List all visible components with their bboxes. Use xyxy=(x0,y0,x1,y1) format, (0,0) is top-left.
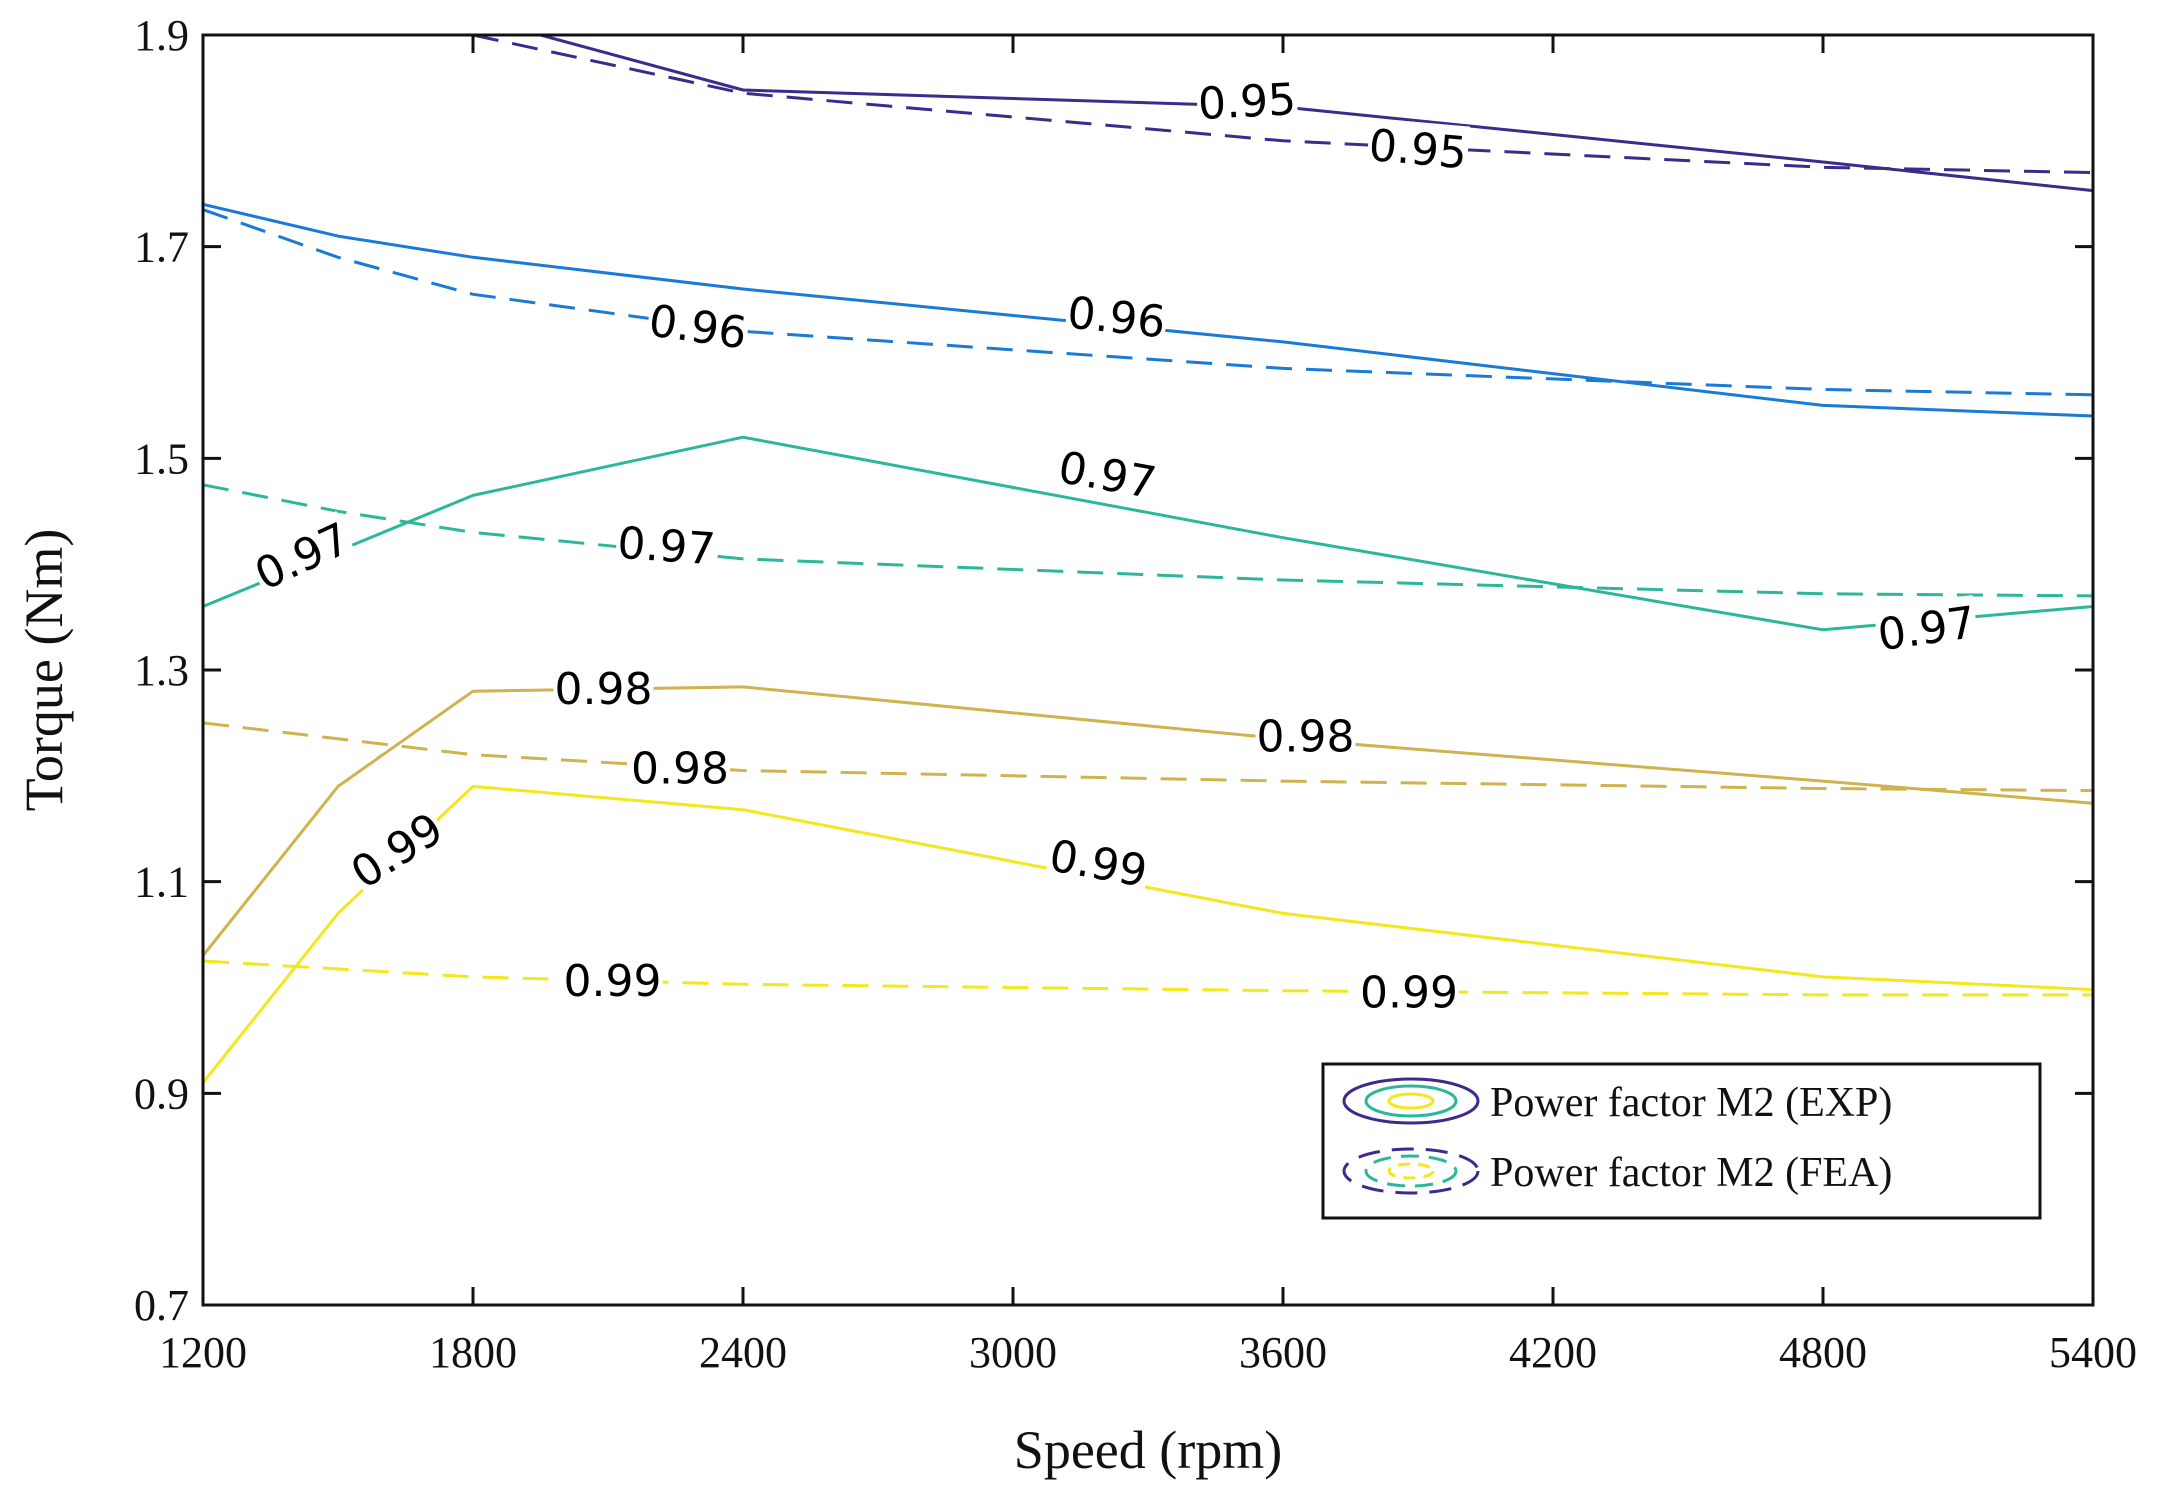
x-tick-label: 1200 xyxy=(159,1328,247,1377)
contour-label: 0.95 xyxy=(1197,74,1298,130)
contour-exp-098-line xyxy=(203,685,2093,957)
contour-label-group: 0.96 xyxy=(1064,285,1169,348)
contour-label-group: 0.95 xyxy=(1365,117,1471,179)
y-axis-label: Torque (Nm) xyxy=(14,529,74,812)
contour-label-group: 0.95 xyxy=(1195,72,1299,130)
contour-label-background xyxy=(1195,72,1299,130)
y-tick-label: 1.5 xyxy=(134,434,189,483)
contour-label-background xyxy=(1365,117,1471,179)
series-layer xyxy=(203,35,2093,1084)
contour-label: 0.95 xyxy=(1367,120,1469,179)
contour-label-group: 0.99 xyxy=(1359,965,1459,1019)
legend-fea-symbol xyxy=(1342,1147,1480,1195)
x-tick-label: 5400 xyxy=(2049,1328,2137,1377)
contour-label-group: 0.98 xyxy=(1255,709,1356,763)
legend: Power factor M2 (EXP) Power factor M2 (F… xyxy=(1321,1062,2042,1220)
contour-label-group: 0.99 xyxy=(562,954,663,1007)
contour-label-background xyxy=(340,800,453,899)
contour-label-background xyxy=(1359,965,1459,1018)
contour-label-background xyxy=(644,293,752,359)
x-tick-label: 4800 xyxy=(1779,1328,1867,1377)
y-tick-label: 0.7 xyxy=(134,1281,189,1330)
contour-label: 0.98 xyxy=(555,664,653,715)
contour-label-group: 0.97 xyxy=(614,515,719,576)
contour-label: 0.97 xyxy=(616,518,717,576)
legend-exp-symbol xyxy=(1342,1077,1480,1125)
y-tick-label: 1.3 xyxy=(134,646,189,695)
legend-fea-label: Power factor M2 (FEA) xyxy=(1490,1150,1892,1196)
contour-label-background xyxy=(1873,594,1980,661)
x-tick-label: 4200 xyxy=(1509,1328,1597,1377)
y-tick-label: 1.7 xyxy=(134,223,189,272)
contour-label: 0.98 xyxy=(631,743,729,794)
x-tick-label: 2400 xyxy=(699,1328,787,1377)
contour-label: 0.96 xyxy=(1065,288,1168,349)
contour-fea-096-line xyxy=(203,208,2093,397)
contour-exp-096-line xyxy=(203,202,2093,418)
contour-label-background xyxy=(553,662,654,714)
x-tick-label: 3000 xyxy=(969,1328,1057,1377)
contour-label-layer: 0.950.950.96 0.960.97 0.970.970.970.980.98… xyxy=(245,72,1980,1019)
contour-label-group: 0.97 xyxy=(1053,439,1162,509)
axis-ticks: 1200 1800 2400 3000 3600 4200 4800 5400 0.7 0.9 1.… xyxy=(134,11,2137,1377)
contour-exp-097-line xyxy=(203,435,2093,632)
legend-exp-label: Power factor M2 (EXP) xyxy=(1490,1080,1892,1126)
y-tick-label: 1.1 xyxy=(134,858,189,907)
contour-label-background xyxy=(1064,285,1169,348)
contour-label: 0.98 xyxy=(1257,712,1355,763)
contour-label: 0.99 xyxy=(564,956,662,1007)
contour-label-group: 0.98 xyxy=(553,662,654,715)
contour-exp-099-line xyxy=(203,784,2093,1084)
contour-fea-098-line xyxy=(203,721,2093,793)
contour-label: 0.99 xyxy=(1360,968,1458,1019)
contour-label-background xyxy=(630,741,730,794)
x-axis-label: Speed (rpm) xyxy=(1014,1420,1282,1480)
contour-label-background xyxy=(1255,709,1356,762)
contour-label-background xyxy=(1053,439,1162,509)
y-tick-label: 1.9 xyxy=(134,11,189,60)
contour-label-background xyxy=(1044,828,1153,897)
contour-label-group: 0.98 xyxy=(630,741,730,794)
x-tick-label: 1800 xyxy=(429,1328,517,1377)
contour-fea-097-line xyxy=(203,483,2093,598)
y-tick-label: 0.9 xyxy=(134,1069,189,1118)
contour-fea-095-line xyxy=(472,35,2093,175)
contour-label-background xyxy=(562,954,663,1007)
contour-label-background xyxy=(245,511,359,601)
contour-fea-099-line xyxy=(203,959,2093,997)
x-tick-label: 3600 xyxy=(1239,1328,1327,1377)
contour-label-background xyxy=(614,515,719,575)
